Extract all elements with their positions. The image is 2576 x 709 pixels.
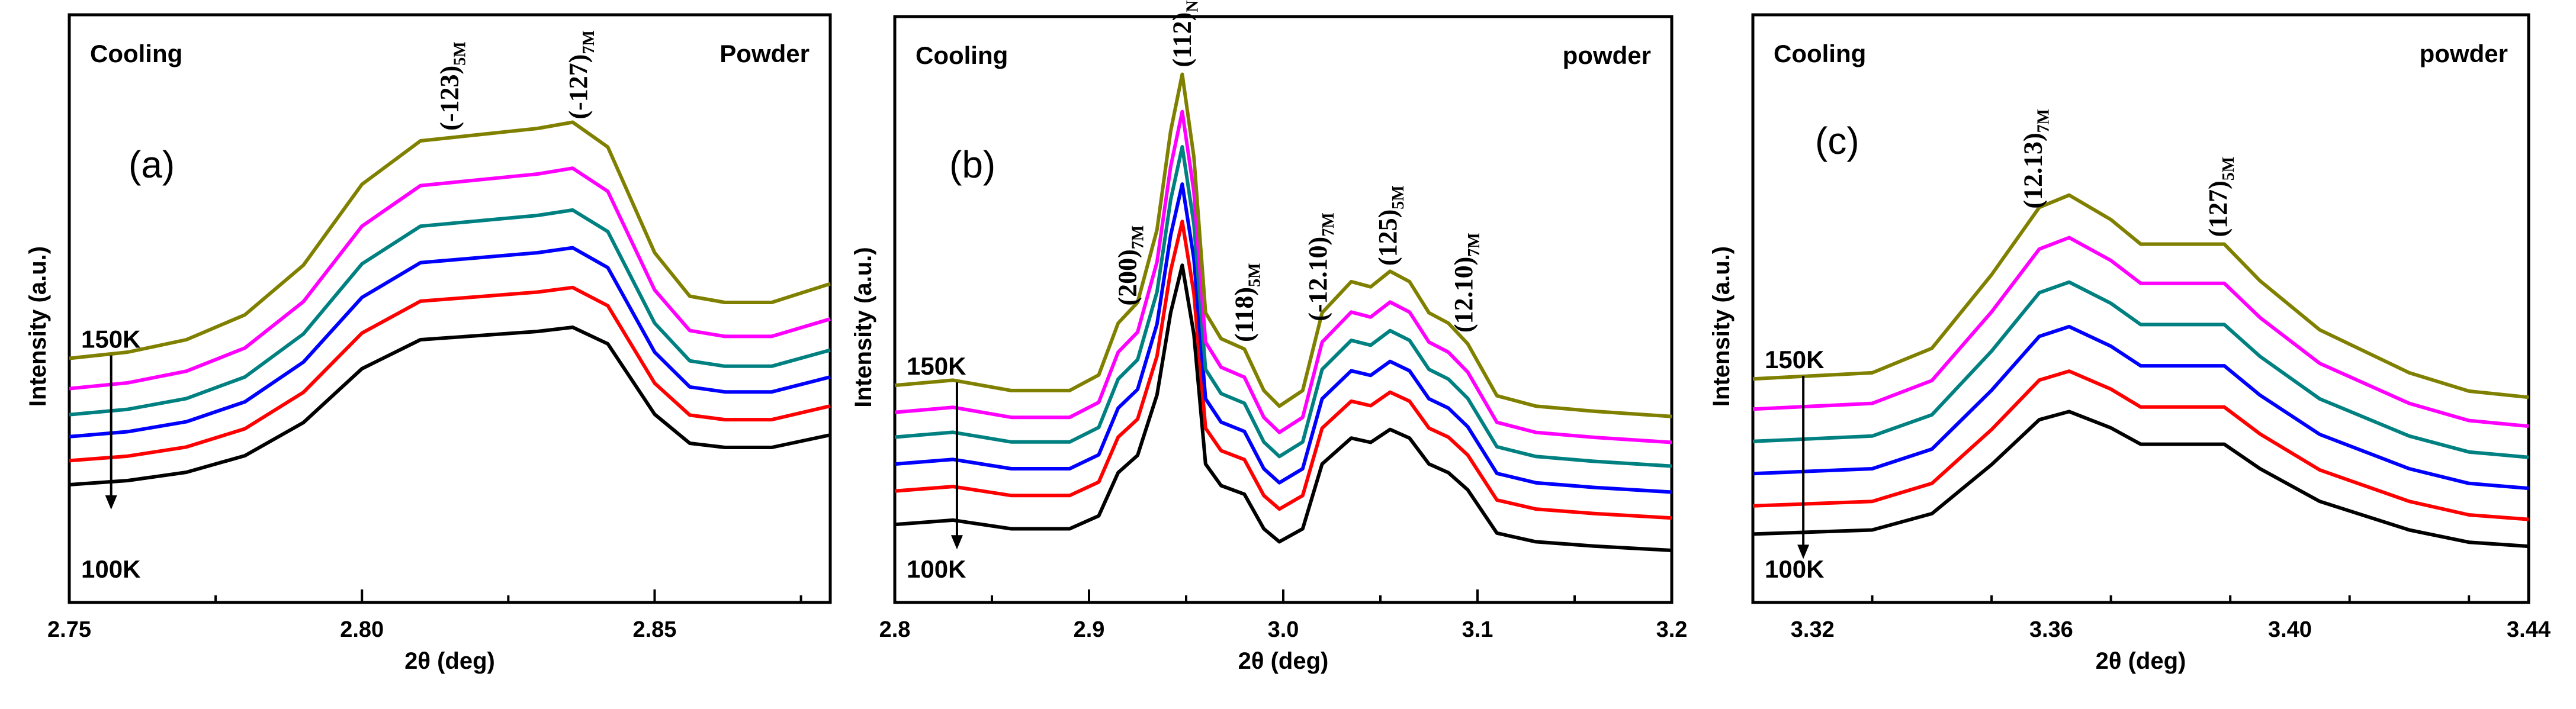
sample-form-label: powder [1563,41,1651,69]
cooling-arrow-head [950,535,963,550]
temp-low-label: 100K [1765,555,1824,583]
x-tick-label: 3.32 [1791,617,1835,642]
series-line-140K [69,166,831,391]
temp-low-label: 100K [81,555,140,583]
plot-frame [68,13,832,604]
series-line-130K [1752,280,2529,459]
series-line-150K [1752,193,2529,399]
y-axis-label: Intensity (a.u.) [25,246,51,407]
series-line-120K [1752,324,2529,491]
x-tick-label: 2.8 [879,617,911,642]
temp-low-label: 100K [907,555,966,583]
peak-phase: NM [1183,0,1202,12]
peak-index: (125) [1373,210,1402,266]
cooling-label: Cooling [90,40,182,67]
cooling-label: Cooling [916,41,1008,69]
peak-phase: 7M [1465,233,1483,256]
x-axis-label: 2θ (deg) [2096,648,2186,674]
x-axis-label: 2θ (deg) [404,648,495,674]
temp-high-label: 150K [1765,346,1824,373]
x-tick-label: 3.44 [2507,617,2551,642]
peak-phase: 5M [2220,157,2238,181]
x-tick-label: 2.75 [47,617,91,642]
temp-high-label: 150K [81,326,140,353]
series-line-140K [1752,236,2529,428]
panel-letter: (b) [949,143,995,186]
peak-index: (112) [1167,12,1196,67]
sample-form-label: powder [2420,40,2508,67]
sample-form-label: Powder [720,40,810,67]
x-tick-label: 2.9 [1074,617,1105,642]
x-tick-label: 3.1 [1462,617,1493,642]
panel-2: 2.8 2.9 3.0 3.1 3.2 2θ (deg) Intensity (a.u.) C… [850,0,1687,674]
series-line-150K [69,120,831,360]
series-line-110K [69,285,831,463]
cooling-label: Cooling [1774,40,1866,67]
peak-phase: 7M [1319,212,1338,236]
x-tick-label: 3.2 [1656,617,1688,642]
x-tick-label: 3.36 [2029,617,2073,642]
peak-label: (125)5M [1373,185,1408,266]
peak-phase: 5M [451,41,470,65]
x-tick-label: 2.80 [340,617,384,642]
peak-index: (118) [1229,287,1258,342]
panel-3: 3.32 3.36 3.40 3.44 2θ (deg) Intensity (a.u.)… [1708,13,2551,674]
peak-index: (12.10) [1449,257,1478,333]
peak-phase: 5M [1389,185,1408,209]
x-tick-label: 2.85 [632,617,676,642]
plot-frame [893,15,1674,604]
panel-letter: (c) [1815,120,1859,162]
series-line-130K [894,145,1672,468]
series-line-150K [894,72,1672,418]
peak-phase: 7M [1129,225,1148,249]
peak-index: (-127) [564,54,593,120]
x-axis-label: 2θ (deg) [1238,648,1329,674]
peak-label: (127)5M [2204,157,2238,237]
y-axis-label: Intensity (a.u.) [850,247,876,407]
peak-index: (-12.10) [1303,237,1332,321]
peak-index: (12.13) [2019,133,2048,208]
series-line-100K [894,263,1672,552]
series-line-110K [894,220,1672,520]
peak-label: (-12.10)7M [1303,212,1338,321]
series-line-120K [69,246,831,439]
series-line-130K [69,208,831,417]
y-axis-label: Intensity (a.u.) [1708,246,1735,407]
series-line-140K [894,109,1672,444]
x-tick-label: 3.0 [1268,617,1299,642]
series-line-100K [69,326,831,486]
series-line-110K [1752,369,2529,521]
series-line-120K [894,182,1672,494]
peak-label: (112)NM [1167,0,1202,67]
panel-letter: (a) [129,143,175,186]
peak-label: (200)7M [1113,225,1148,306]
peak-label: (-123)5M [435,41,470,130]
peak-label: (12.13)7M [2019,109,2053,209]
x-tick-label: 3.40 [2268,617,2312,642]
series-line-100K [1752,410,2529,549]
peak-label: (-127)7M [564,30,598,119]
cooling-arrow-head [105,495,117,510]
peak-label: (118)5M [1229,263,1264,341]
peak-index: (-123) [435,66,464,131]
temp-high-label: 150K [907,352,966,380]
peak-phase: 7M [2035,109,2053,133]
peak-index: (200) [1113,249,1142,305]
plot-frame [1751,13,2530,604]
peak-label: (12.10)7M [1449,233,1483,333]
peak-index: (127) [2204,181,2233,237]
peak-phase: 7M [580,30,598,54]
peak-phase: 5M [1245,263,1264,286]
panel-1: 2.75 2.80 2.85 2θ (deg) Intensity (a.u.) Cool… [25,13,832,674]
cooling-arrow-head [1797,544,1810,559]
